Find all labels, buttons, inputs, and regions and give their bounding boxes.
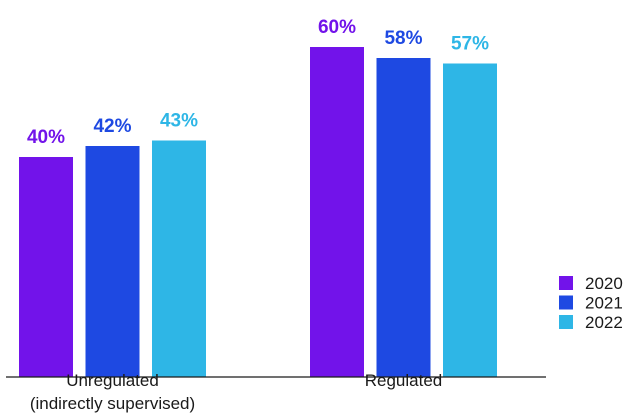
value-label-2020-0: 40%: [27, 127, 65, 148]
bar-2021-0: [85, 146, 140, 377]
legend-swatch-2022: [559, 315, 573, 329]
value-labels-layer: 40% 42% 43% 60% 58% 57%: [27, 17, 489, 148]
value-label-2020-1: 60%: [318, 17, 356, 38]
value-label-2021-0: 42%: [93, 116, 131, 137]
legend-label-2021: 2021: [585, 294, 623, 313]
category-labels-layer: Unregulated (indirectly supervised) Regula…: [30, 371, 442, 413]
bar-2020-0: [19, 157, 73, 377]
bar-2022-0: [152, 140, 206, 377]
bar-2022-1: [443, 63, 497, 377]
category-label-0-line-0: Unregulated: [66, 371, 159, 390]
bar-2020-1: [310, 47, 364, 377]
category-label-0-line-1: (indirectly supervised): [30, 394, 195, 413]
legend-swatch-2021: [559, 295, 573, 310]
bar-2021-1: [376, 58, 431, 377]
category-label-1-line-0: Regulated: [365, 371, 443, 390]
legend-label-2020: 2020: [585, 274, 623, 293]
value-label-2022-1: 57%: [451, 34, 489, 55]
bars-layer: [19, 47, 497, 377]
legend-label-2022: 2022: [585, 313, 623, 332]
value-label-2022-0: 43%: [160, 111, 198, 132]
legend-swatch-2020: [559, 276, 573, 290]
value-label-2021-1: 58%: [384, 28, 422, 49]
